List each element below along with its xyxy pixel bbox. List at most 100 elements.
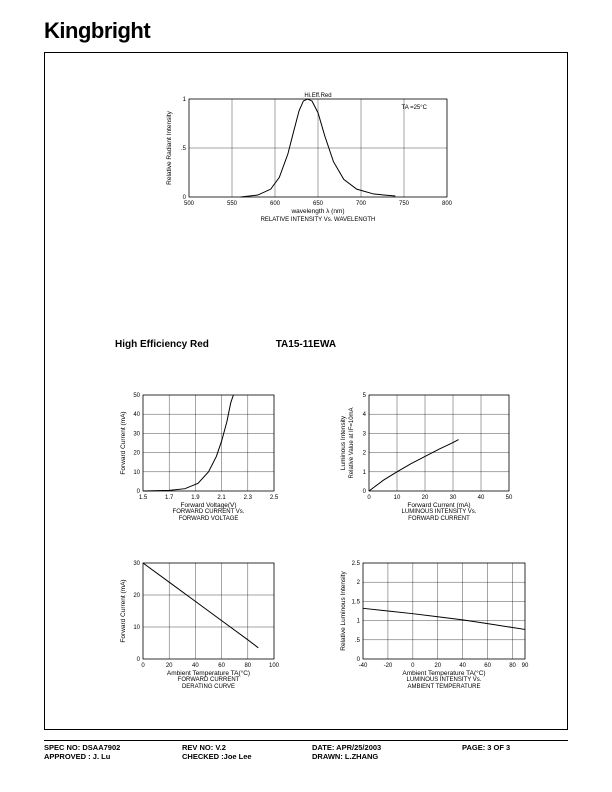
svg-text:80: 80 [244, 663, 251, 669]
svg-text:AMBIENT TEMPERATURE: AMBIENT TEMPERATURE [407, 684, 480, 690]
section-left-title: High Efficiency Red [115, 339, 209, 350]
svg-text:0: 0 [367, 495, 371, 501]
svg-text:FORWARD CURRENT: FORWARD CURRENT [408, 516, 470, 522]
footer-specno: DSAA7902 [82, 743, 120, 752]
svg-text:600: 600 [270, 201, 281, 207]
svg-text:20: 20 [133, 451, 140, 457]
footer-checked-label: CHECKED : [182, 752, 224, 761]
svg-text:10: 10 [133, 625, 140, 631]
svg-text:0: 0 [137, 657, 141, 663]
svg-text:-40: -40 [359, 663, 368, 669]
svg-text:LUMINOUS INTENSITY Vs.: LUMINOUS INTENSITY Vs. [402, 509, 477, 515]
chart-derating: 0 20 40 60 80 100 0 10 20 30 Ambient Temperature T… [115, 553, 280, 693]
company-logo: Kingbright [44, 18, 150, 44]
footer-date: APR/25/2003 [336, 743, 381, 752]
svg-text:.5: .5 [181, 146, 187, 152]
svg-text:FORWARD CURRENT Vs.: FORWARD CURRENT Vs. [173, 509, 245, 515]
svg-text:FORWARD CURRENT: FORWARD CURRENT [178, 677, 240, 683]
svg-text:2: 2 [363, 451, 367, 457]
footer-drawn: L.ZHANG [345, 752, 378, 761]
svg-text:40: 40 [133, 412, 140, 418]
page-border: 5005506006507007508000.51Hi.Eff.Redwavel… [44, 52, 568, 730]
svg-text:Forward Current (mA): Forward Current (mA) [407, 502, 470, 509]
section-heading: High Efficiency Red TA15-11EWA [115, 339, 336, 350]
chart-wavelength: 5005506006507007508000.51Hi.Eff.Redwavel… [155, 87, 455, 227]
svg-text:0: 0 [363, 489, 367, 495]
svg-text:DERATING CURVE: DERATING CURVE [182, 684, 235, 690]
chart-lum-temp: -40-20020406080900.511.522.5Ambient Temp… [335, 553, 535, 693]
svg-text:50: 50 [506, 495, 513, 501]
svg-text:Luminous Intensity: Luminous Intensity [340, 415, 347, 470]
footer-drawn-label: DRAWN: [312, 752, 343, 761]
footer-date-label: DATE: [312, 743, 334, 752]
svg-text:5: 5 [363, 393, 367, 399]
svg-text:40: 40 [478, 495, 485, 501]
svg-text:800: 800 [442, 201, 453, 207]
svg-text:20: 20 [166, 663, 173, 669]
svg-text:40: 40 [192, 663, 199, 669]
svg-text:90: 90 [522, 663, 529, 669]
svg-text:.5: .5 [355, 638, 361, 644]
svg-text:2.5: 2.5 [270, 495, 279, 501]
svg-text:50: 50 [133, 393, 140, 399]
svg-text:RELATIVE INTENSITY Vs. WAVELEN: RELATIVE INTENSITY Vs. WAVELENGTH [261, 217, 376, 223]
svg-text:30: 30 [133, 431, 140, 437]
svg-text:60: 60 [484, 663, 491, 669]
svg-text:LUMINOUS INTENSITY Vs.: LUMINOUS INTENSITY Vs. [407, 677, 482, 683]
svg-text:30: 30 [133, 561, 140, 567]
section-part-number: TA15-11EWA [276, 339, 336, 350]
svg-text:2: 2 [357, 580, 361, 586]
footer-checked: Joe Lee [224, 752, 252, 761]
footer-specno-label: SPEC NO: [44, 743, 80, 752]
svg-text:Hi.Eff.Red: Hi.Eff.Red [304, 93, 331, 99]
svg-text:2.1: 2.1 [217, 495, 226, 501]
svg-text:80: 80 [509, 663, 516, 669]
chart-lum-if: 01020304050012345Forward Current (mA)LUM… [335, 385, 515, 525]
svg-text:2.5: 2.5 [352, 561, 361, 567]
svg-text:TA =25°C: TA =25°C [402, 105, 428, 111]
svg-text:10: 10 [133, 470, 140, 476]
svg-text:Ambient Temperature TA(°C): Ambient Temperature TA(°C) [402, 669, 485, 677]
svg-text:10: 10 [394, 495, 401, 501]
svg-text:0: 0 [411, 663, 415, 669]
svg-text:1.9: 1.9 [191, 495, 200, 501]
svg-text:Forward Current (mA): Forward Current (mA) [120, 579, 127, 642]
svg-text:500: 500 [184, 201, 195, 207]
svg-text:1.5: 1.5 [139, 495, 148, 501]
svg-text:-20: -20 [384, 663, 393, 669]
svg-text:Relative Luminous Intensity: Relative Luminous Intensity [340, 571, 347, 651]
svg-text:Relative Radiant Intensity: Relative Radiant Intensity [166, 110, 173, 184]
footer-approved-label: APPROVED : [44, 752, 91, 761]
svg-text:Forward Voltage(V): Forward Voltage(V) [181, 502, 237, 509]
svg-text:1: 1 [357, 619, 361, 625]
svg-text:4: 4 [363, 412, 367, 418]
svg-text:wavelength λ (nm): wavelength λ (nm) [290, 208, 344, 215]
chart-iv: 1.51.71.92.12.32.501020304050Forward Vol… [115, 385, 280, 525]
svg-text:1: 1 [183, 97, 187, 103]
svg-text:2.3: 2.3 [244, 495, 253, 501]
svg-text:650: 650 [313, 201, 324, 207]
svg-text:20: 20 [422, 495, 429, 501]
svg-text:Ambient Temperature TA(°C): Ambient Temperature TA(°C) [167, 669, 250, 677]
page-footer: SPEC NO: DSAA7902 REV NO: V.2 DATE: APR/… [44, 740, 568, 761]
svg-text:20: 20 [133, 593, 140, 599]
svg-text:1.5: 1.5 [352, 599, 361, 605]
svg-text:FORWARD VOLTAGE: FORWARD VOLTAGE [179, 516, 239, 522]
svg-text:20: 20 [434, 663, 441, 669]
svg-text:40: 40 [459, 663, 466, 669]
svg-text:3: 3 [363, 431, 367, 437]
svg-text:1.7: 1.7 [165, 495, 174, 501]
svg-text:1: 1 [363, 470, 367, 476]
svg-text:60: 60 [218, 663, 225, 669]
svg-text:Relative Value at IF=10mA: Relative Value at IF=10mA [349, 407, 355, 478]
svg-text:700: 700 [356, 201, 367, 207]
svg-text:100: 100 [269, 663, 280, 669]
svg-text:550: 550 [227, 201, 238, 207]
footer-page-label: PAGE: [462, 743, 485, 752]
svg-text:0: 0 [141, 663, 145, 669]
footer-revno: V.2 [215, 743, 226, 752]
svg-text:750: 750 [399, 201, 410, 207]
footer-revno-label: REV NO: [182, 743, 213, 752]
footer-approved: J. Lu [93, 752, 111, 761]
footer-page: 3 OF 3 [487, 743, 510, 752]
